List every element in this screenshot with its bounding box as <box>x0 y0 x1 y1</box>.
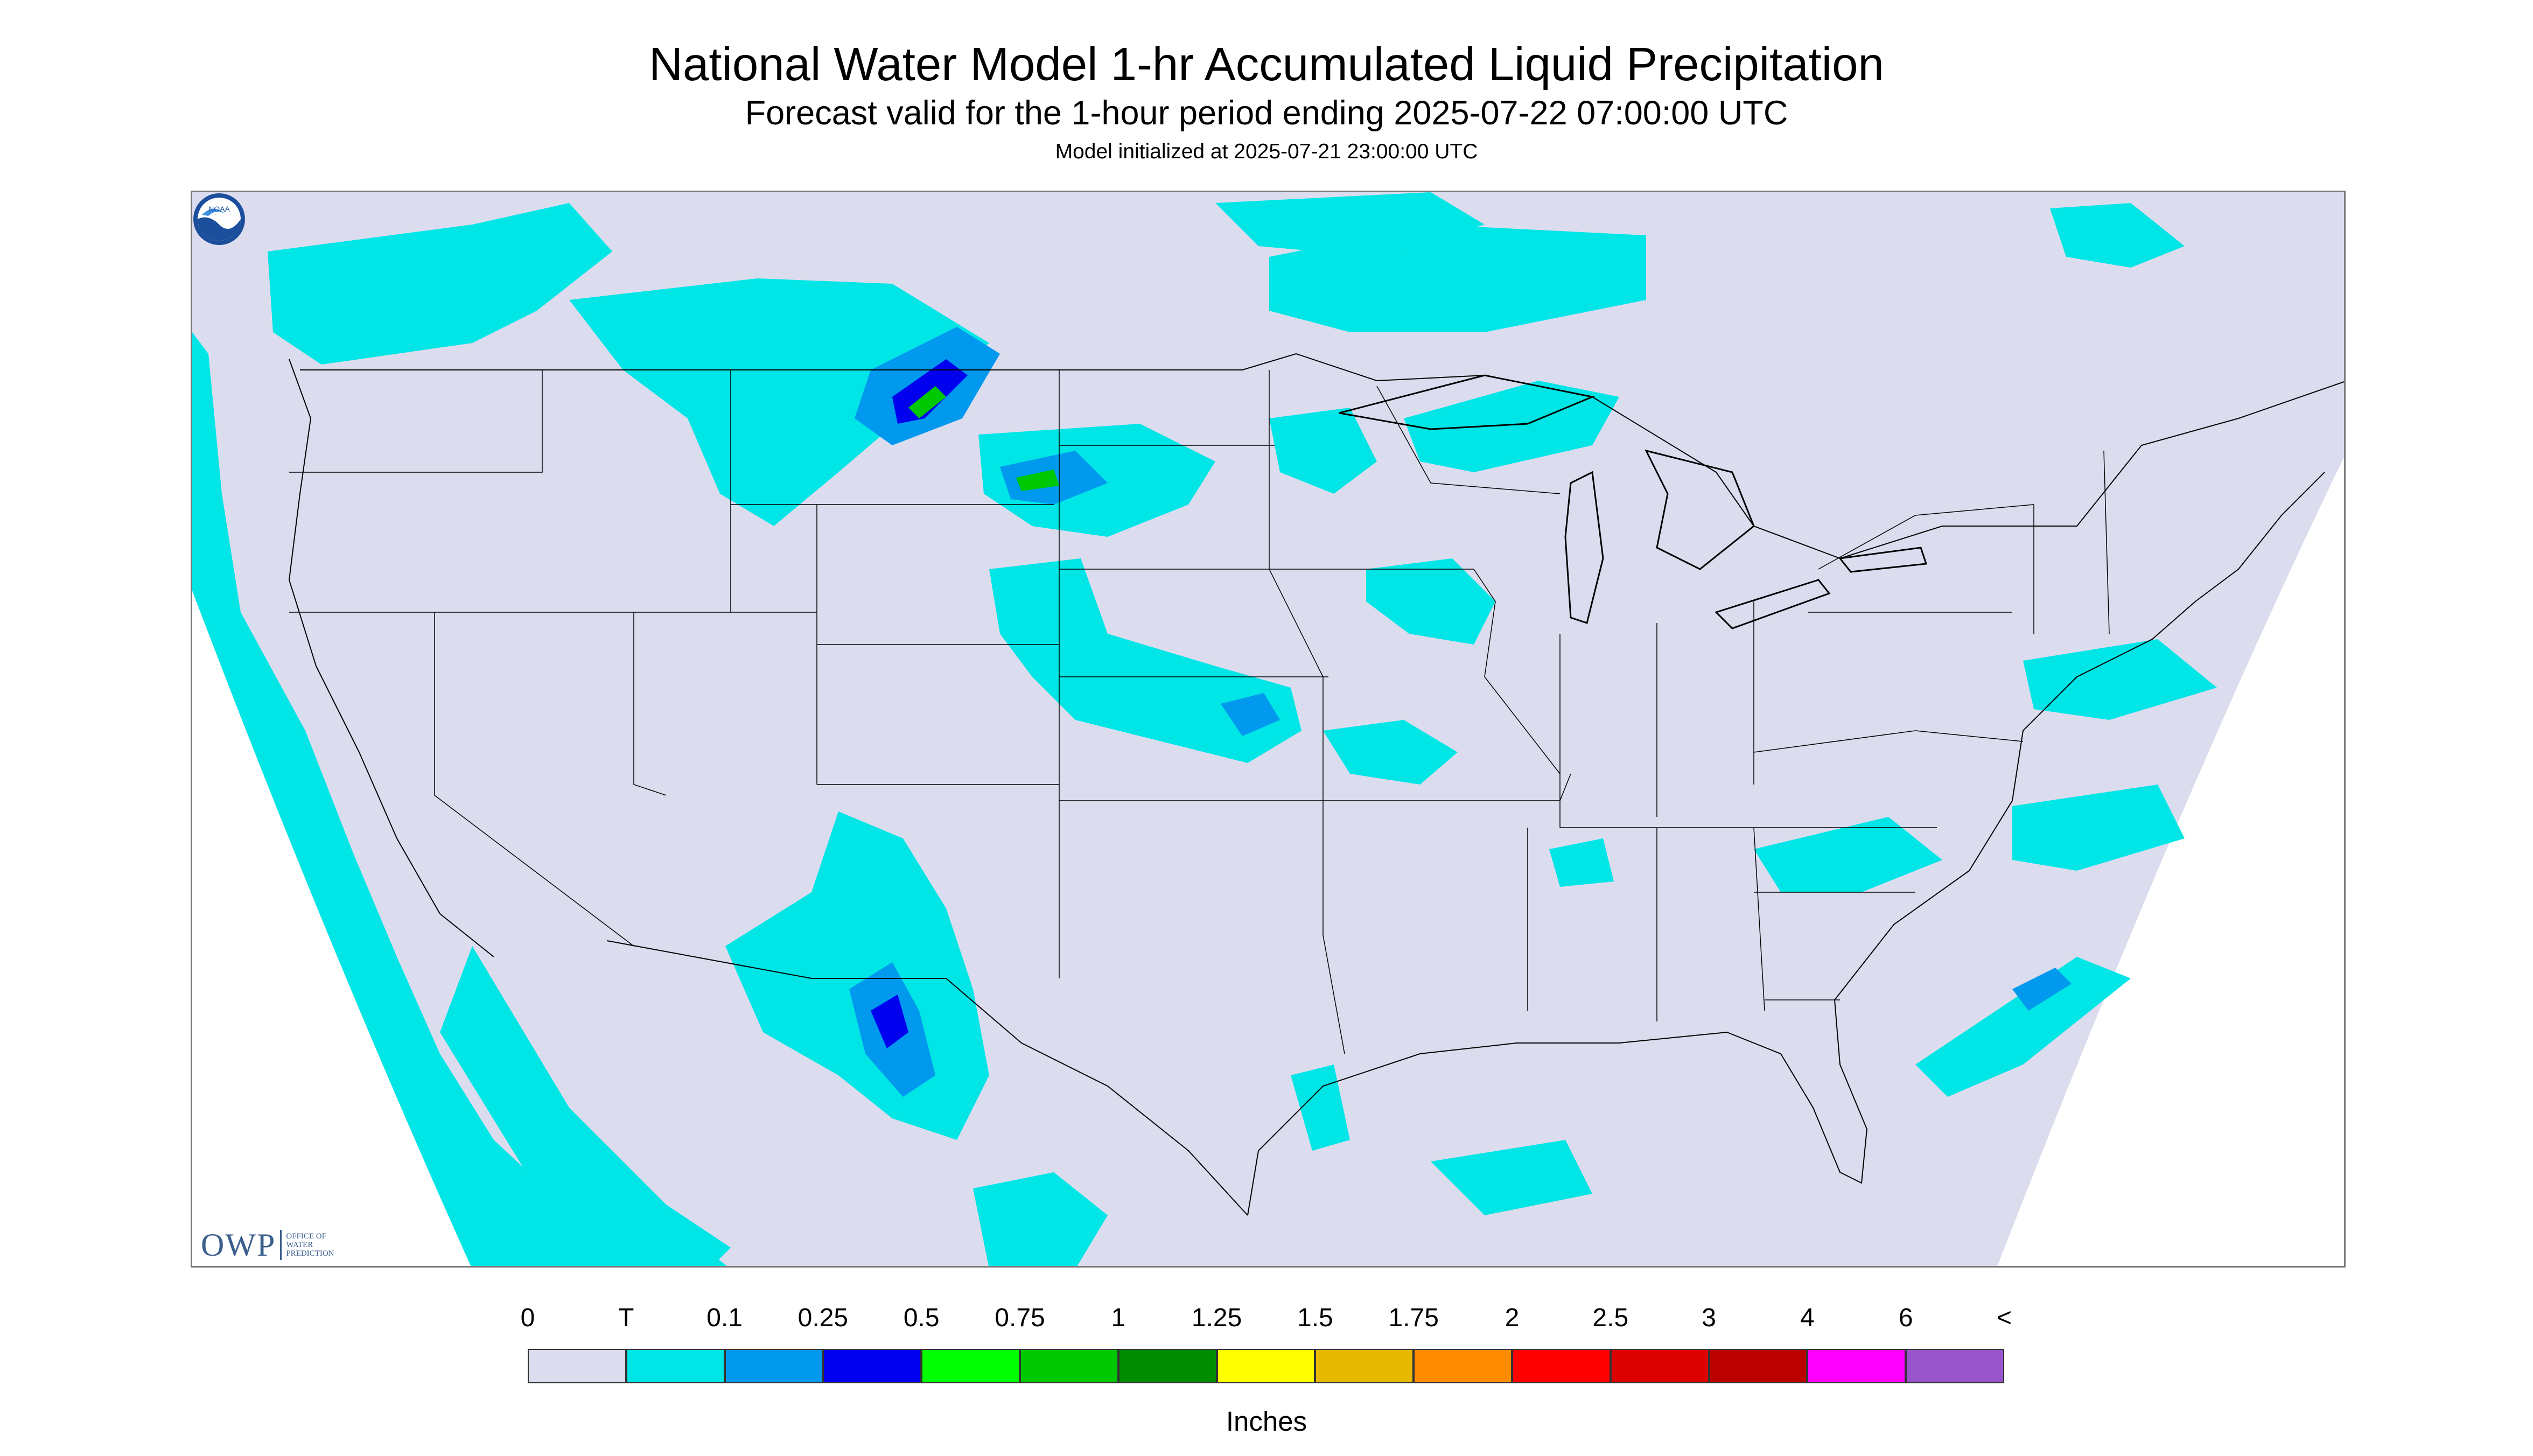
map-canvas <box>192 192 2344 1266</box>
legend-label: 4 <box>1800 1304 1815 1332</box>
lake-ontario <box>1838 547 1928 573</box>
precip-southwest-heavy <box>871 995 908 1048</box>
lake-huron <box>1645 449 1755 570</box>
precip-great-lakes <box>1404 381 1619 472</box>
legend-labels: 0 T 0.1 0.25 0.5 0.75 1 1.25 1.5 1.75 2 2.5 3 4 6 < <box>521 1303 2035 1335</box>
legend-label: 6 <box>1898 1304 1913 1332</box>
owp-name: OFFICE OF WATER PREDICTION <box>286 1232 334 1258</box>
lake-superior <box>1339 374 1596 430</box>
legend-label: < <box>1996 1304 2012 1332</box>
legend-label: 0.5 <box>903 1304 940 1332</box>
legend-units: Inches <box>1226 1406 1307 1437</box>
precip-southeast <box>1754 817 1942 892</box>
precip-northeast-offshore <box>2023 639 2217 720</box>
legend-label: 1.75 <box>1388 1304 1439 1332</box>
owp-name-line: WATER <box>286 1241 313 1249</box>
no-data-area-west <box>192 591 471 1266</box>
lake-michigan <box>1564 471 1604 624</box>
legend-label: 1 <box>1111 1304 1126 1332</box>
legend-label: 2.5 <box>1592 1304 1629 1332</box>
state-lines <box>289 369 2110 1054</box>
lake-erie <box>1715 579 1831 629</box>
legend-label: 2 <box>1505 1304 1520 1332</box>
precip-southwest <box>725 811 989 1140</box>
precip-mexico-south <box>973 1172 1108 1266</box>
owp-divider <box>280 1230 282 1260</box>
legend-swatch <box>1512 1349 1611 1383</box>
owp-acronym: OWP <box>201 1227 276 1263</box>
precip-dakotas-green <box>1016 470 1059 491</box>
legend-swatch <box>1807 1349 1906 1383</box>
precip-baja-coast <box>440 946 731 1266</box>
precip-iowa <box>1366 558 1495 645</box>
legend-swatch <box>626 1349 725 1383</box>
legend-colorbar <box>528 1349 2004 1383</box>
legend-label: 0.75 <box>995 1304 1045 1332</box>
legend-label: T <box>618 1304 634 1332</box>
owp-name-line: OFFICE OF <box>286 1232 326 1241</box>
precip-gulf-central <box>1431 1140 1592 1215</box>
precip-kansas-core <box>1221 693 1280 736</box>
map-title: National Water Model 1-hr Accumulated Li… <box>649 38 1884 90</box>
precip-pacific-northwest <box>268 203 612 365</box>
model-init-line: Model initialized at 2025-07-21 23:00:00… <box>1055 140 1478 163</box>
legend-label: 3 <box>1702 1304 1716 1332</box>
owp-name-line: PREDICTION <box>286 1249 334 1258</box>
legend-swatch <box>1610 1349 1709 1383</box>
precip-canada-west <box>1215 192 1485 257</box>
legend-swatch <box>823 1349 922 1383</box>
legend-swatch <box>921 1349 1020 1383</box>
precip-gulf-texas <box>1291 1065 1350 1151</box>
legend-label: 0.1 <box>706 1304 743 1332</box>
precip-northern-rockies <box>569 278 989 526</box>
legend-swatch <box>1019 1349 1118 1383</box>
precip-atlantic-band <box>1915 957 2131 1097</box>
precip-missouri <box>1323 720 1458 785</box>
us-mexico-border <box>606 940 1248 1216</box>
legend-swatch <box>1315 1349 1414 1383</box>
precip-alabama <box>1549 838 1614 887</box>
precip-minnesota <box>1269 408 1377 494</box>
precip-pacific-band <box>192 332 727 1266</box>
east-coast <box>1834 472 2325 1000</box>
precip-montana-green <box>908 386 946 418</box>
legend-swatch <box>528 1349 626 1383</box>
legend-label: 0.25 <box>797 1304 849 1332</box>
us-canada-border <box>300 353 2344 559</box>
precip-carolinas-offshore <box>2012 785 2185 871</box>
legend-swatch <box>1709 1349 1808 1383</box>
forecast-valid-line: Forecast valid for the 1-hour period end… <box>745 94 1788 132</box>
west-coast <box>288 359 494 957</box>
legend-swatch <box>1216 1349 1316 1383</box>
noaa-logo-icon: NOAA <box>193 193 245 245</box>
legend-swatch <box>1906 1349 2004 1383</box>
legend-swatch <box>724 1349 823 1383</box>
legend-swatch <box>1118 1349 1217 1383</box>
precip-atlantic-core <box>2012 968 2072 1011</box>
precip-nebraska-kansas <box>989 558 1302 763</box>
legend-label: 1.5 <box>1297 1304 1333 1332</box>
precip-quebec <box>2050 203 2185 268</box>
legend-swatch <box>1414 1349 1512 1383</box>
legend-label: 1.25 <box>1191 1304 1242 1332</box>
no-data-area-east <box>1997 457 2344 1266</box>
legend-label: 0 <box>520 1304 535 1332</box>
owp-logo: OWP OFFICE OF WATER PREDICTION <box>201 1226 334 1264</box>
gulf-coast <box>1247 999 1868 1216</box>
noaa-logo-text: NOAA <box>208 205 230 213</box>
precipitation-map: OWP OFFICE OF WATER PREDICTION NOAA <box>191 191 2346 1268</box>
